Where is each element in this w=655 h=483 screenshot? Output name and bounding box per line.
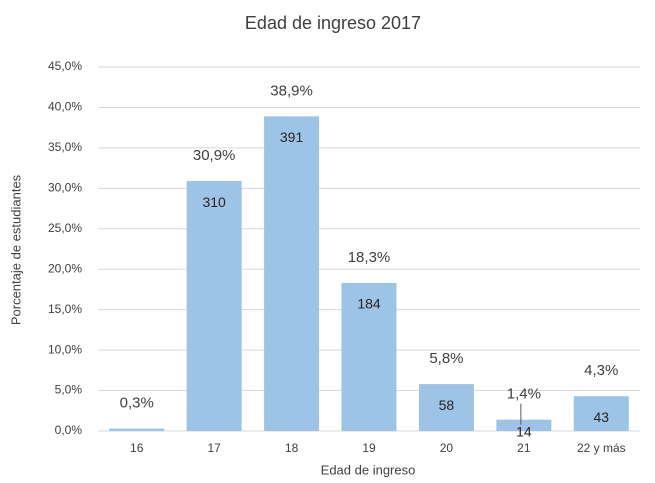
chart-title: Edad de ingreso 2017 — [245, 13, 421, 33]
x-tick-label: 22 y más — [577, 441, 626, 455]
count-label: 43 — [593, 409, 609, 425]
x-axis-label: Edad de ingreso — [321, 462, 416, 477]
count-label: 14 — [516, 423, 532, 439]
y-axis-label: Porcentaje de estudiantes — [8, 174, 23, 325]
bar — [573, 396, 629, 431]
value-label: 4,3% — [584, 362, 618, 379]
count-label: 310 — [202, 194, 226, 210]
x-tick-label: 18 — [285, 441, 299, 455]
y-tick-label: 15,0% — [48, 302, 82, 316]
y-tick-label: 20,0% — [48, 261, 82, 275]
bar — [496, 419, 552, 431]
value-label: 38,9% — [270, 82, 313, 99]
x-tick-label: 16 — [130, 441, 144, 455]
x-tick-label: 20 — [440, 441, 454, 455]
value-label: 5,8% — [429, 350, 463, 367]
y-tick-label: 10,0% — [48, 342, 82, 356]
count-label: 58 — [439, 397, 455, 413]
count-label: 391 — [280, 129, 304, 145]
y-tick-label: 40,0% — [48, 100, 82, 114]
bar — [341, 282, 397, 431]
y-tick-label: 25,0% — [48, 221, 82, 235]
y-tick-label: 30,0% — [48, 181, 82, 195]
bar — [186, 181, 242, 431]
y-tick-label: 45,0% — [48, 59, 82, 73]
bar — [109, 428, 165, 431]
x-tick-label: 19 — [362, 441, 376, 455]
bar — [418, 384, 474, 431]
y-tick-label: 0,0% — [55, 423, 83, 437]
x-tick-label: 17 — [207, 441, 221, 455]
value-label: 30,9% — [193, 147, 236, 164]
value-label: 0,3% — [120, 395, 154, 412]
x-tick-label: 21 — [517, 441, 531, 455]
value-label: 18,3% — [348, 249, 391, 266]
count-label: 184 — [357, 296, 381, 312]
y-tick-label: 35,0% — [48, 140, 82, 154]
y-tick-label: 5,0% — [55, 383, 83, 397]
value-label: 1,4% — [507, 386, 541, 403]
bar — [264, 116, 320, 431]
